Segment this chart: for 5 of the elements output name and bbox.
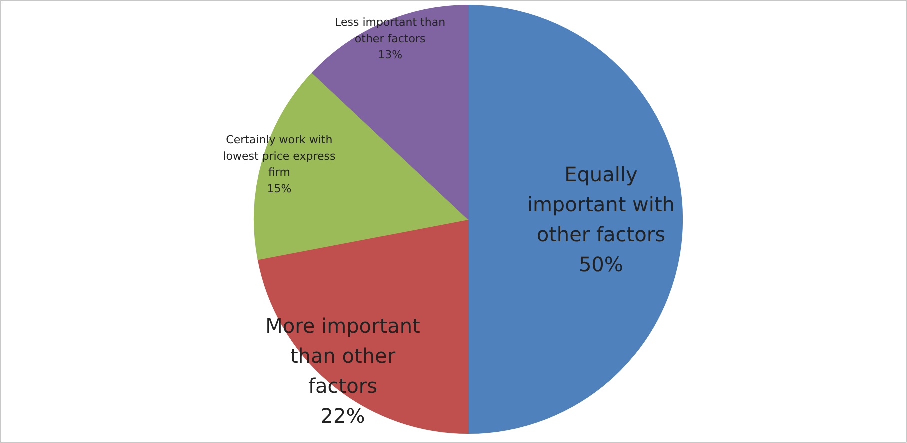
data-label: 15% — [267, 182, 292, 196]
data-label: 50% — [578, 252, 624, 276]
slice-label: Equally important with other factors — [527, 162, 675, 246]
data-label: 22% — [320, 404, 366, 428]
data-label: 13% — [378, 48, 403, 62]
